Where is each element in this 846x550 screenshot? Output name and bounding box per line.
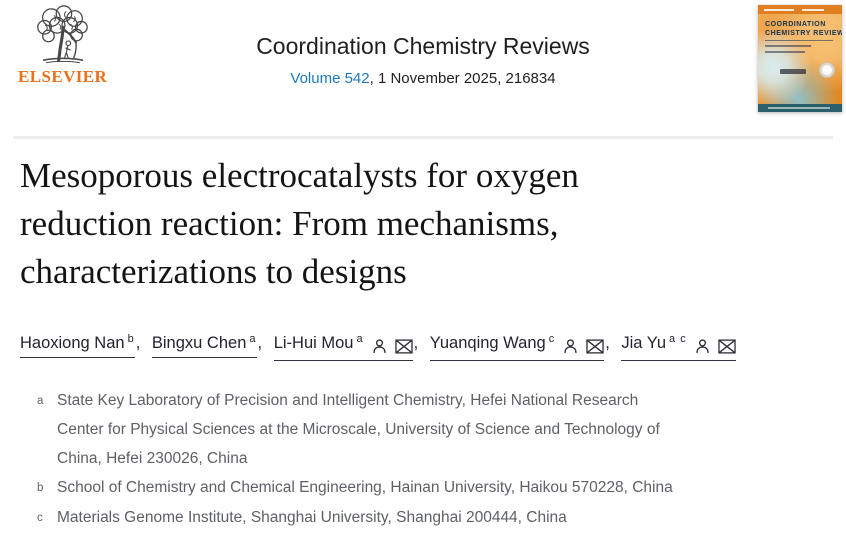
article-title: Mesoporous electrocatalysts for oxygen r… — [20, 152, 810, 296]
author-link-jia-yu[interactable]: Jia Yu a c — [621, 333, 736, 361]
cover-anniversary-badge — [819, 62, 835, 78]
author-superscript: a — [249, 333, 257, 345]
journal-title-link[interactable]: Coordination Chemistry Reviews — [256, 33, 590, 59]
author-superscript: a — [356, 333, 364, 345]
affiliation-item-b: b School of Chemistry and Chemical Engin… — [20, 473, 830, 503]
header-divider — [13, 136, 833, 139]
author-link-yuanqing-wang[interactable]: Yuanqing Wang c — [429, 333, 605, 361]
email-icon — [394, 337, 413, 356]
affiliation-text: Materials Genome Institute, Shanghai Uni… — [57, 509, 567, 526]
elsevier-tree-icon — [18, 4, 106, 66]
issue-info: Volume 542, 1 November 2025, 216834 — [0, 70, 846, 87]
email-icon — [718, 337, 736, 356]
cover-journal-title: COORDINATION CHEMISTRY REVIEWS — [765, 20, 842, 41]
cover-title-rule — [765, 40, 833, 41]
journal-header: Coordination Chemistry Reviews Volume 54… — [0, 33, 846, 87]
author-separator: , — [605, 334, 610, 352]
cover-top-band — [758, 5, 842, 14]
article-title-line: reduction reaction: From mechanisms, — [20, 204, 559, 243]
person-icon — [371, 337, 388, 356]
author-name: Yuanqing Wang — [429, 334, 546, 352]
cover-microtext-bar — [768, 107, 830, 109]
affiliation-text: State Key Laboratory of Precision and In… — [57, 392, 660, 467]
cover-microtext-bar — [802, 8, 824, 11]
volume-link[interactable]: Volume 542 — [290, 70, 370, 87]
author-link-bingxu-chen[interactable]: Bingxu Chen a — [151, 333, 257, 358]
author-name: Bingxu Chen — [151, 334, 247, 352]
person-icon — [562, 337, 579, 356]
affiliation-text: School of Chemistry and Chemical Enginee… — [57, 479, 673, 496]
email-icon — [586, 337, 604, 356]
journal-cover-thumbnail[interactable]: COORDINATION CHEMISTRY REVIEWS — [758, 5, 842, 112]
author-separator: , — [257, 334, 263, 352]
author-link-li-hui-mou[interactable]: Li-Hui Mou a — [273, 333, 413, 361]
affiliation-superscript: a — [37, 395, 44, 407]
affiliation-superscript: b — [37, 482, 44, 494]
affiliation-list: a State Key Laboratory of Precision and … — [20, 386, 830, 533]
author-name: Li-Hui Mou — [273, 334, 354, 352]
affiliation-item-c: c Materials Genome Institute, Shanghai U… — [20, 503, 830, 533]
affiliation-superscript: c — [37, 512, 43, 524]
author-separator: , — [135, 334, 141, 352]
author-list: Haoxiong Nan b, Bingxu Chen a, Li-Hui Mou a… — [20, 333, 830, 361]
cover-bottom-band — [758, 104, 842, 112]
author-link-haoxiong-nan[interactable]: Haoxiong Nan b — [20, 333, 135, 358]
author-name: Jia Yu — [621, 334, 667, 352]
author-name: Haoxiong Nan — [20, 334, 125, 352]
author-separator: , — [413, 334, 419, 352]
affiliation-item-a: a State Key Laboratory of Precision and … — [20, 386, 830, 473]
author-superscript: c — [548, 333, 556, 345]
author-superscript: b — [127, 333, 135, 345]
elsevier-wordmark: ELSEVIER — [18, 67, 108, 86]
cover-microtext-bar — [764, 8, 794, 11]
cover-sciencedirect-mark — [780, 69, 806, 74]
person-icon — [694, 337, 711, 356]
article-title-line: Mesoporous electrocatalysts for oxygen — [20, 156, 579, 195]
author-superscript: a c — [669, 333, 687, 345]
cover-editor-lines — [765, 45, 811, 57]
elsevier-logo[interactable]: ELSEVIER — [18, 4, 108, 87]
issue-details: , 1 November 2025, 216834 — [369, 70, 556, 87]
article-title-line: characterizations to designs — [20, 252, 407, 291]
